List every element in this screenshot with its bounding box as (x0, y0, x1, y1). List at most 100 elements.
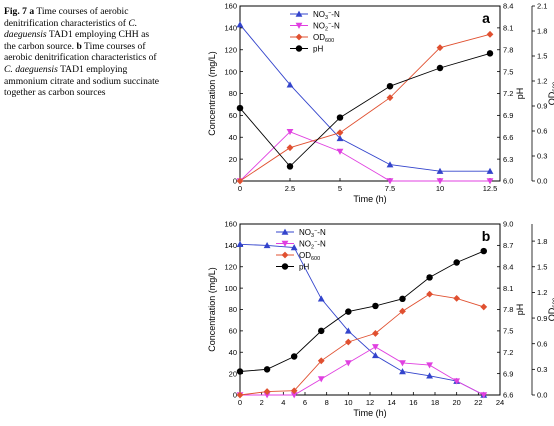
data-point (336, 129, 344, 137)
data-point (263, 392, 271, 399)
series-2 (236, 290, 488, 399)
data-point (344, 360, 352, 367)
y-axis-title: Concentration (mg/L) (207, 51, 217, 136)
legend-label: pH (299, 263, 309, 272)
caption-species-a: C. daeguensis (4, 17, 138, 41)
x-tick-label: 0 (238, 398, 242, 407)
y3-tick-label: 1.8 (537, 237, 547, 246)
chart-panel-a: 0 2.5 5 7.5 10 12.5 0 20 40 60 80 100 120 140 160 6.0 6.… (207, 2, 554, 204)
data-point (426, 274, 433, 281)
x-tick-label: 22 (474, 398, 482, 407)
caption-part-b-letter: b (76, 40, 82, 52)
y-tick-label: 100 (224, 284, 237, 293)
legend-label: NO3−-N (299, 228, 326, 239)
legend-label: NO2−-N (299, 240, 326, 251)
series-line (239, 24, 490, 172)
series-line (239, 131, 490, 182)
x-tick-label: 18 (431, 398, 439, 407)
x-axis-title: Time (h) (353, 194, 386, 204)
caption-species-b: C. daeguensis (4, 63, 58, 75)
y3-tick-label: 0.9 (537, 314, 547, 323)
data-point (317, 357, 325, 365)
y3-tick-label: 2.1 (537, 2, 547, 11)
data-point (317, 376, 325, 383)
caption-part-a-text2: TAD1 employing CHH as the carbon source. (4, 29, 150, 52)
data-point (236, 177, 244, 185)
data-point (290, 353, 298, 360)
data-point (436, 178, 444, 185)
data-point (236, 21, 244, 28)
data-point (236, 391, 244, 399)
data-point (426, 372, 433, 379)
y2-tick-label: 8.1 (503, 24, 513, 33)
y2-tick-label: 6.6 (503, 133, 513, 142)
y2-tick-label: 6.9 (503, 369, 513, 378)
series-line (239, 243, 485, 396)
data-point (426, 362, 433, 369)
data-point (318, 327, 325, 335)
legend-marker (295, 33, 303, 41)
series-3 (236, 50, 494, 170)
legend-marker (281, 240, 289, 247)
data-point (263, 241, 271, 249)
x-tick-label: 5 (338, 184, 342, 193)
data-point (453, 294, 461, 302)
legend-label: OD600 (299, 251, 320, 262)
data-point (336, 114, 344, 121)
y3-tick-label: 0.6 (537, 127, 547, 136)
y2-tick-label: 7.5 (503, 67, 513, 76)
data-point (286, 163, 294, 170)
y-tick-label: 140 (224, 24, 237, 33)
data-point (453, 378, 461, 385)
data-point (486, 178, 494, 185)
data-point (263, 366, 271, 373)
data-point (317, 295, 325, 302)
data-point (372, 330, 379, 337)
legend-marker (281, 251, 289, 259)
data-point (263, 388, 271, 395)
series-1 (236, 344, 488, 399)
figure-caption: Fig. 7 a Time courses of aerobic denitri… (4, 6, 162, 99)
data-point (286, 81, 294, 88)
data-point (344, 338, 352, 346)
data-point (386, 178, 394, 185)
data-point (480, 303, 488, 311)
x-tick-label: 2 (260, 398, 264, 407)
series-line (239, 250, 484, 372)
x-tick-label: 14 (387, 398, 395, 407)
x-tick-label: 4 (281, 398, 285, 407)
y3-tick-label: 1.2 (537, 288, 547, 297)
data-point (236, 240, 244, 248)
legend-marker (295, 45, 303, 52)
y-tick-label: 0 (233, 177, 237, 186)
data-point (372, 302, 379, 310)
legend-label: NO2−-N (313, 22, 340, 33)
panel-label: a (482, 10, 490, 26)
y2-tick-label: 7.8 (503, 45, 513, 54)
series-line (239, 293, 484, 396)
data-point (436, 64, 444, 72)
y3-tick-label: 0.3 (537, 365, 547, 374)
y3-tick-label: 0.3 (537, 152, 547, 161)
data-point (286, 129, 294, 136)
y-tick-label: 40 (229, 133, 237, 142)
data-point (290, 387, 298, 395)
y2-tick-label: 6.6 (503, 391, 513, 400)
y-tick-label: 60 (229, 327, 237, 336)
data-point (386, 161, 394, 168)
legend-label: pH (313, 45, 323, 54)
y-tick-label: 160 (224, 220, 237, 229)
y-tick-label: 40 (229, 348, 237, 357)
y-tick-label: 140 (224, 241, 237, 250)
y-tick-label: 100 (224, 67, 237, 76)
y2-tick-label: 6.0 (503, 177, 513, 186)
series-line (239, 52, 491, 168)
y-tick-label: 120 (224, 45, 237, 54)
y2-tick-label: 7.8 (503, 305, 513, 314)
data-point (336, 134, 344, 142)
y3-tick-label: 1.5 (537, 262, 547, 271)
x-tick-label: 10 (344, 398, 352, 407)
y3-tick-label: 0.0 (537, 391, 547, 400)
